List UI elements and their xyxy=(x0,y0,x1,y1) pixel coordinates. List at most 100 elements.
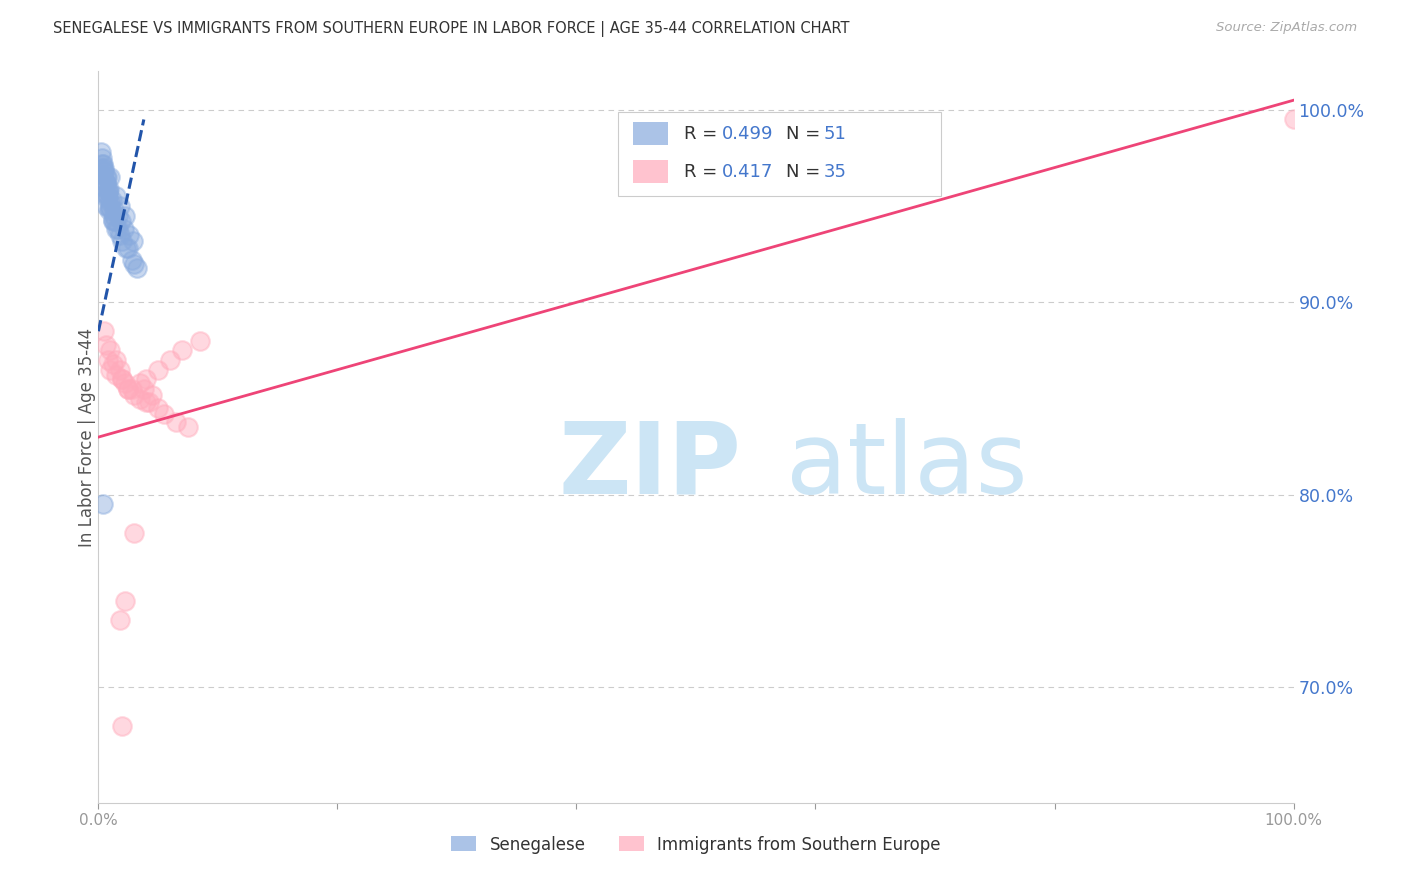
Point xyxy=(98,202,121,217)
Point xyxy=(93,161,115,175)
Point xyxy=(96,187,118,202)
Point xyxy=(91,169,114,183)
Point xyxy=(125,260,148,275)
Point xyxy=(117,382,139,396)
Point xyxy=(148,362,170,376)
Text: 35: 35 xyxy=(824,162,846,180)
Point xyxy=(94,199,117,213)
Text: R =: R = xyxy=(685,162,723,180)
Point xyxy=(132,382,155,396)
Point xyxy=(153,407,176,421)
Point xyxy=(107,209,129,223)
Point xyxy=(94,170,117,185)
Point xyxy=(97,353,120,368)
Text: 0.499: 0.499 xyxy=(723,125,773,143)
Point xyxy=(94,337,117,351)
Point xyxy=(138,395,160,409)
Point xyxy=(122,234,145,248)
Point xyxy=(114,209,136,223)
Point xyxy=(108,362,131,376)
Point xyxy=(100,194,122,208)
Point xyxy=(124,388,146,402)
Point xyxy=(98,362,122,376)
Point xyxy=(148,401,170,416)
Point xyxy=(114,593,136,607)
Point xyxy=(93,174,115,188)
Point xyxy=(121,382,143,396)
Point xyxy=(111,719,134,733)
Point xyxy=(94,176,117,190)
Point xyxy=(105,222,128,236)
Point xyxy=(97,189,120,203)
Text: SENEGALESE VS IMMIGRANTS FROM SOUTHERN EUROPE IN LABOR FORCE | AGE 35-44 CORRELA: SENEGALESE VS IMMIGRANTS FROM SOUTHERN E… xyxy=(53,21,851,37)
Point xyxy=(101,214,124,228)
Point xyxy=(141,388,163,402)
Text: N =: N = xyxy=(786,162,825,180)
Point xyxy=(135,372,157,386)
Point xyxy=(96,191,118,205)
Point xyxy=(91,161,114,175)
Point xyxy=(121,252,143,267)
Point xyxy=(98,343,122,358)
Point xyxy=(93,164,115,178)
Point xyxy=(135,395,157,409)
Text: atlas: atlas xyxy=(786,417,1028,515)
Text: ZIP: ZIP xyxy=(558,417,741,515)
Point xyxy=(108,199,131,213)
Y-axis label: In Labor Force | Age 35-44: In Labor Force | Age 35-44 xyxy=(79,327,96,547)
Point xyxy=(108,227,131,242)
Text: R =: R = xyxy=(685,125,723,143)
Text: 0.417: 0.417 xyxy=(723,162,773,180)
Point xyxy=(98,182,121,196)
Point xyxy=(105,189,128,203)
Point xyxy=(97,184,120,198)
Point xyxy=(129,376,152,391)
Point xyxy=(118,227,141,242)
Point xyxy=(115,242,138,256)
Text: Source: ZipAtlas.com: Source: ZipAtlas.com xyxy=(1216,21,1357,34)
Point xyxy=(188,334,211,348)
Point xyxy=(98,195,122,210)
Point xyxy=(110,214,132,228)
FancyBboxPatch shape xyxy=(633,160,668,183)
Point xyxy=(1282,112,1305,127)
Legend: Senegalese, Immigrants from Southern Europe: Senegalese, Immigrants from Southern Eur… xyxy=(444,829,948,860)
FancyBboxPatch shape xyxy=(633,122,668,145)
Point xyxy=(105,353,128,368)
Point xyxy=(91,157,114,171)
Text: 51: 51 xyxy=(824,125,846,143)
Point xyxy=(124,257,146,271)
Point xyxy=(93,179,115,194)
Point xyxy=(111,234,134,248)
Point xyxy=(105,368,128,383)
Point xyxy=(98,170,122,185)
FancyBboxPatch shape xyxy=(619,112,941,195)
Point xyxy=(107,222,129,236)
Point xyxy=(97,184,120,198)
Point xyxy=(101,357,124,371)
Point xyxy=(91,151,114,165)
Point xyxy=(103,202,125,217)
Point xyxy=(112,222,135,236)
Point xyxy=(177,420,200,434)
Point xyxy=(94,176,117,190)
Point xyxy=(98,201,122,215)
Point xyxy=(114,376,136,391)
Point xyxy=(93,324,115,338)
Point xyxy=(91,164,114,178)
Point xyxy=(124,526,146,541)
Point xyxy=(172,343,194,358)
Point xyxy=(91,498,114,512)
Point xyxy=(159,353,181,368)
Point xyxy=(129,392,152,406)
Point xyxy=(165,415,187,429)
Point xyxy=(104,214,127,228)
Point xyxy=(101,212,124,227)
Point xyxy=(91,157,114,171)
Point xyxy=(96,170,118,185)
Point xyxy=(108,613,131,627)
Point xyxy=(111,372,134,386)
Point xyxy=(117,382,139,396)
Point xyxy=(98,201,122,215)
Text: N =: N = xyxy=(786,125,825,143)
